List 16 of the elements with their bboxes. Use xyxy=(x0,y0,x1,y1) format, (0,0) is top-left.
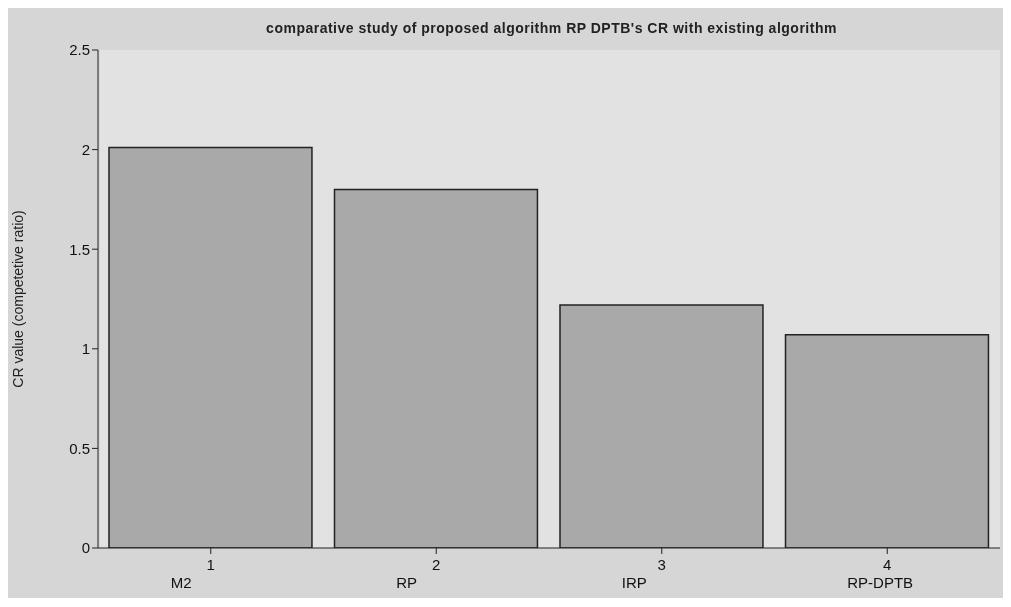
x-tick-label: 2 xyxy=(432,556,441,573)
x-tick-label: 4 xyxy=(883,556,892,573)
y-tick-label: 1.5 xyxy=(69,240,90,258)
text: RP xyxy=(396,574,418,591)
text: RP-DPTB xyxy=(847,574,914,591)
x-tick-label: 3 xyxy=(657,556,666,573)
y-tick-label: 1 xyxy=(81,340,90,358)
y-tick-label: 2 xyxy=(81,140,90,158)
y-axis-title: CR value (competetive ratio) xyxy=(9,210,26,388)
text: M2 xyxy=(170,574,192,591)
y-tick-label: 0 xyxy=(81,539,90,557)
y-tick-label: 0.5 xyxy=(69,439,90,457)
text: IRP xyxy=(621,574,647,591)
x-tick-label: 1 xyxy=(206,556,215,573)
chart-title: comparative study of proposed algorithm RP DPTB's CR with existing algorithm xyxy=(265,20,838,36)
y-tick-label: 2.5 xyxy=(69,41,90,59)
